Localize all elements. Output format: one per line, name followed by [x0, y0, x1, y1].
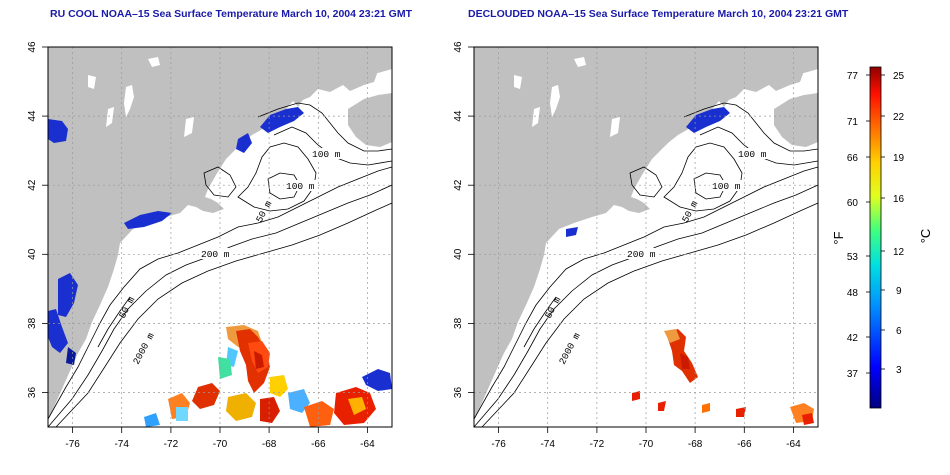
contour-label: 100 m — [286, 181, 315, 192]
x-tick-label: -68 — [262, 439, 277, 450]
x-tick-label: -76 — [65, 439, 80, 450]
sst-warm-patches — [632, 329, 814, 425]
y-tick-label: 38 — [453, 317, 464, 329]
x-tick-label: -74 — [114, 439, 129, 450]
x-tick-label: -72 — [164, 439, 179, 450]
celsius-tick-label: 12 — [893, 247, 905, 258]
y-tick-label: 36 — [27, 387, 38, 399]
y-tick-label: 46 — [453, 41, 464, 53]
right-map-title: DECLOUDED NOAA–15 Sea Surface Temperatur… — [468, 8, 849, 20]
graticule — [474, 47, 818, 427]
x-tick-label: -76 — [491, 439, 506, 450]
sst-cold-patches — [566, 107, 730, 237]
fahrenheit-tick-label: 37 — [847, 369, 859, 380]
y-tick-labels: 46 44 42 40 38 36 — [27, 41, 38, 398]
y-tick-labels: 46 44 42 40 38 36 — [453, 41, 464, 398]
x-tick-label: -64 — [786, 439, 801, 450]
celsius-tick-label: 3 — [896, 365, 902, 376]
sst-warm-patches — [144, 325, 376, 427]
temperature-colorbar: 77 71 66 60 53 48 42 37 25 22 19 16 12 9… — [831, 66, 933, 409]
y-tick-label: 38 — [27, 317, 38, 329]
x-tick-labels: -76 -74 -72 -70 -68 -66 -64 — [65, 439, 375, 450]
x-tick-labels: -76 -74 -72 -70 -68 -66 -64 — [491, 439, 801, 450]
y-tick-label: 40 — [27, 248, 38, 260]
fahrenheit-tick-label: 48 — [847, 288, 859, 299]
y-tick-label: 40 — [453, 248, 464, 260]
contour-label: 100 m — [312, 149, 341, 160]
y-tick-label: 46 — [27, 41, 38, 53]
left-map-panel: 100 m 100 m 50 m 200 m 50 m 2000 m -76 -… — [27, 41, 393, 450]
y-tick-label: 42 — [27, 179, 38, 191]
colorbar-ticks — [866, 74, 885, 374]
fahrenheit-tick-label: 60 — [847, 198, 859, 209]
y-tick-label: 44 — [27, 110, 38, 122]
y-tick-label: 44 — [453, 110, 464, 122]
y-tick-label: 42 — [453, 179, 464, 191]
contour-label: 100 m — [712, 181, 741, 192]
fahrenheit-tick-label: 66 — [847, 153, 859, 164]
fahrenheit-unit-label: °F — [831, 231, 846, 244]
fahrenheit-tick-label: 77 — [847, 71, 859, 82]
sst-cold-patches — [48, 107, 392, 391]
celsius-unit-label: °C — [918, 229, 933, 244]
contour-label: 200 m — [627, 249, 656, 260]
x-tick-label: -64 — [360, 439, 375, 450]
celsius-tick-label: 9 — [896, 286, 902, 297]
celsius-tick-label: 22 — [893, 112, 905, 123]
y-tick-label: 36 — [453, 387, 464, 399]
x-tick-label: -70 — [639, 439, 654, 450]
right-map-panel: 100 m 100 m 50 m 200 m 50 m 2000 m -76 -… — [453, 41, 819, 450]
contour-label: 100 m — [738, 149, 767, 160]
x-tick-label: -70 — [213, 439, 228, 450]
fahrenheit-tick-label: 53 — [847, 252, 859, 263]
x-tick-label: -68 — [688, 439, 703, 450]
axis-ticks — [468, 46, 794, 433]
x-tick-label: -66 — [737, 439, 752, 450]
x-tick-label: -74 — [540, 439, 555, 450]
fahrenheit-tick-labels: 77 71 66 60 53 48 42 37 — [847, 71, 859, 380]
axis-ticks — [42, 46, 368, 433]
celsius-tick-label: 25 — [893, 71, 905, 82]
x-tick-label: -72 — [590, 439, 605, 450]
x-tick-label: -66 — [311, 439, 326, 450]
graticule — [48, 47, 392, 427]
left-map-title: RU COOL NOAA–15 Sea Surface Temperature … — [50, 8, 413, 20]
contour-label: 200 m — [201, 249, 230, 260]
fahrenheit-tick-label: 42 — [847, 333, 859, 344]
celsius-tick-label: 6 — [896, 326, 902, 337]
colorbar-gradient — [869, 66, 882, 409]
celsius-tick-label: 16 — [893, 194, 905, 205]
fahrenheit-tick-label: 71 — [847, 117, 859, 128]
celsius-tick-labels: 25 22 19 16 12 9 6 3 — [893, 71, 905, 376]
celsius-tick-label: 19 — [893, 153, 905, 164]
